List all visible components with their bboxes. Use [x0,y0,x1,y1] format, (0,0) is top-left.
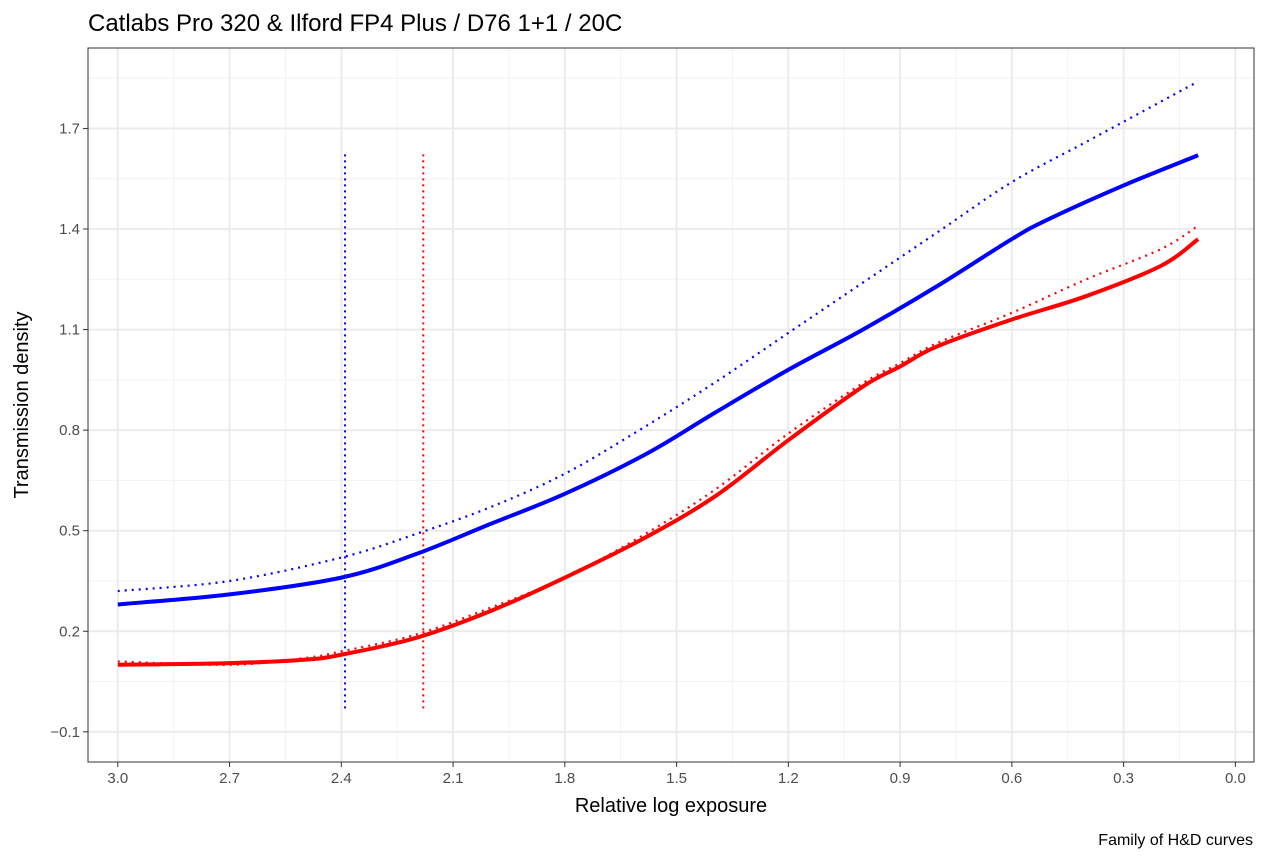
blue-dotted-curve [117,80,1199,593]
x-tick-label: 3.0 [107,770,128,787]
chart-title: Catlabs Pro 320 & Ilford FP4 Plus / D76 … [88,10,622,37]
x-tick-label: 1.5 [666,770,687,787]
x-tick-label: 0.9 [890,770,911,787]
plot-border [87,47,1255,763]
x-tick-label: 0.3 [1113,770,1134,787]
y-tick-label: 1.4 [59,221,80,238]
blue-solid-curve [117,153,1199,607]
y-axis-ticks: −0.1 0.2 0.5 0.8 1.1 1.4 1.7 [50,120,88,741]
x-tick-label: 0.0 [1225,770,1246,787]
x-tick-label: 0.6 [1001,770,1022,787]
x-tick-label: 2.7 [219,770,240,787]
major-gridlines [88,48,1254,762]
chart-caption: Family of H&D curves [1098,832,1253,849]
red-solid-curve [117,237,1200,667]
y-tick-label: 0.8 [59,422,80,439]
y-tick-label: 1.7 [59,120,80,137]
minor-gridlines [88,48,1254,762]
series-lines [117,80,1200,667]
y-tick-label: 0.2 [59,623,80,640]
x-tick-label: 2.1 [443,770,464,787]
y-tick-label: 0.5 [59,523,80,540]
x-axis-ticks: 3.0 2.7 2.4 2.1 1.8 1.5 1.2 0.9 0.6 0.3 0.0 [107,762,1246,787]
y-tick-label: 1.1 [59,322,80,339]
x-tick-label: 1.2 [778,770,799,787]
x-tick-label: 2.4 [331,770,352,787]
y-axis-title: Transmission density [11,311,33,498]
x-tick-label: 1.8 [554,770,575,787]
plot-panel [88,48,1254,762]
x-axis-title: Relative log exposure [575,795,767,817]
y-tick-label: −0.1 [50,724,80,741]
reference-lines [344,151,425,709]
